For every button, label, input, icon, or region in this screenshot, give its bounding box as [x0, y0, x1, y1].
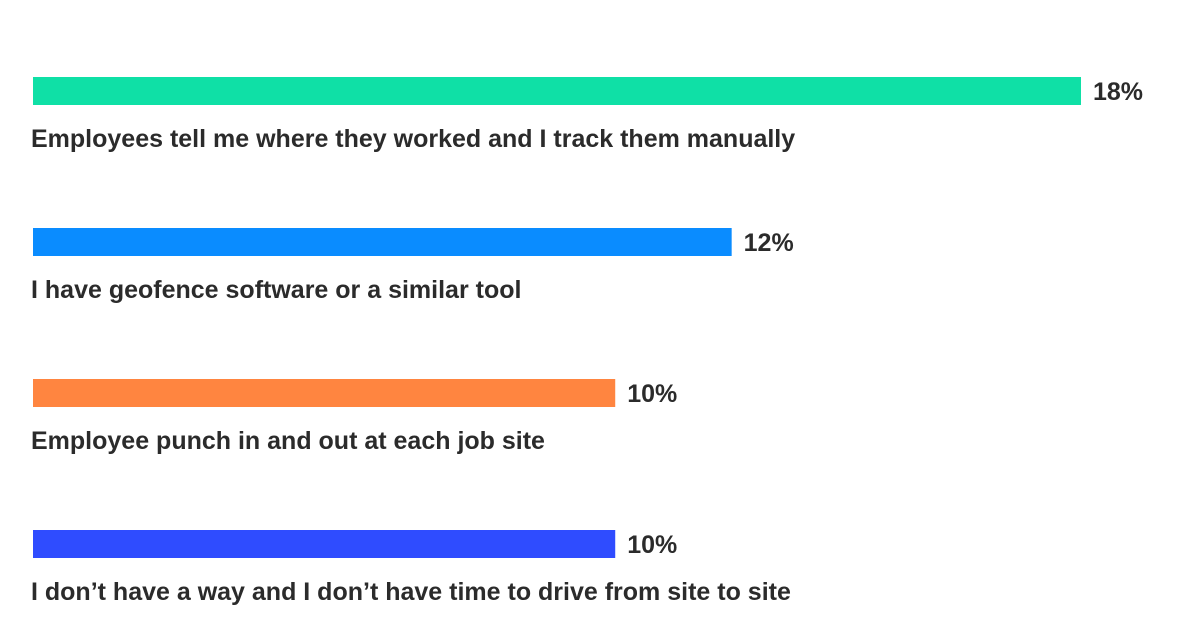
- bar-2: [33, 228, 732, 256]
- bar-3: [33, 379, 616, 407]
- category-label-2: I have geofence software or a similar to…: [31, 276, 521, 304]
- category-label-3: Employee punch in and out at each job si…: [31, 427, 545, 455]
- category-label-4: I don’t have a way and I don’t have time…: [31, 578, 791, 606]
- bar-4: [33, 530, 616, 558]
- bar-1: [33, 77, 1081, 105]
- value-label-4: 10%: [627, 531, 677, 559]
- value-label-2: 12%: [744, 229, 794, 257]
- value-label-1: 18%: [1093, 78, 1143, 106]
- value-label-3: 10%: [627, 380, 677, 408]
- category-label-1: Employees tell me where they worked and …: [31, 125, 795, 153]
